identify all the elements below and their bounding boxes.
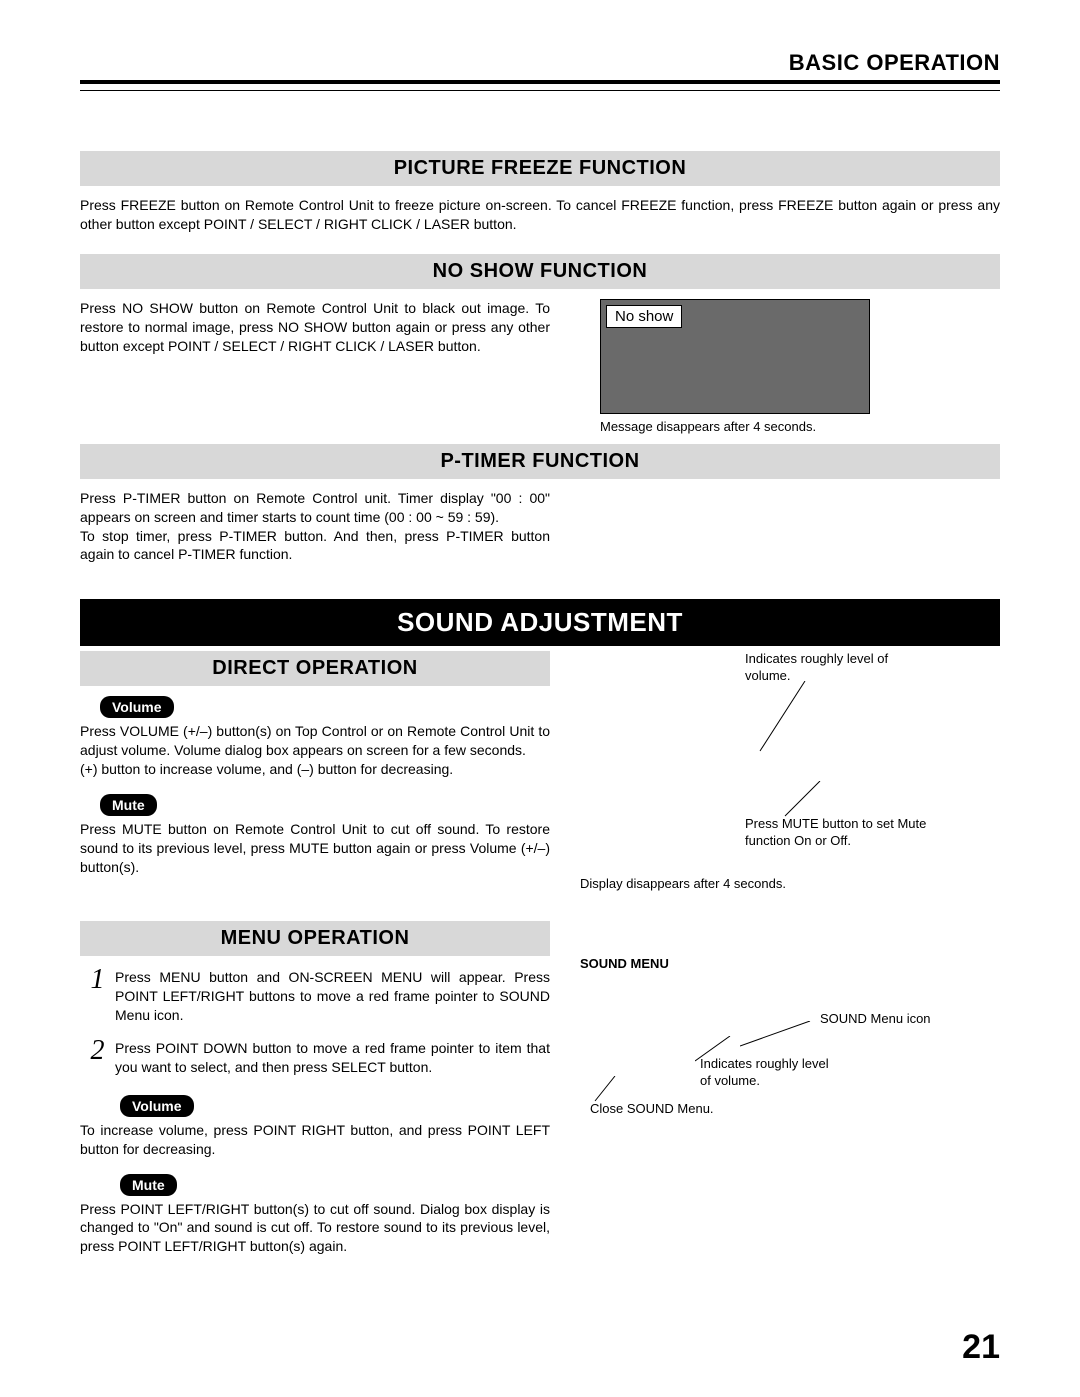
step-number: 1 (80, 966, 115, 994)
section-title-freeze: PICTURE FREEZE FUNCTION (80, 151, 1000, 186)
step2-text: Press POINT DOWN button to move a red fr… (115, 1037, 550, 1077)
direct-volume-text: Press VOLUME (+/–) button(s) on Top Cont… (80, 722, 550, 779)
page-number: 21 (962, 1328, 1000, 1367)
pointer-line-icon (740, 1021, 820, 1051)
volume-pill: Volume (100, 696, 174, 718)
step-row: 2 Press POINT DOWN button to move a red … (80, 1037, 550, 1077)
step1-text: Press MENU button and ON-SCREEN MENU wil… (115, 966, 550, 1025)
ptimer-text: Press P-TIMER button on Remote Control u… (80, 489, 550, 565)
noshow-preview-box: No show (600, 299, 870, 414)
sound-menu-title: SOUND MENU (580, 956, 669, 973)
pointer-line-icon (780, 781, 830, 821)
header-rule (80, 90, 1000, 91)
direct-mute-text: Press MUTE button on Remote Control Unit… (80, 820, 550, 877)
menu-volume-pill: Volume (120, 1095, 194, 1117)
step-number: 2 (80, 1037, 115, 1065)
noshow-label: No show (606, 305, 682, 328)
page-header: BASIC OPERATION (80, 50, 1000, 84)
step-row: 1 Press MENU button and ON-SCREEN MENU w… (80, 966, 550, 1025)
noshow-text: Press NO SHOW button on Remote Control U… (80, 299, 550, 356)
freeze-text: Press FREEZE button on Remote Control Un… (80, 196, 1000, 234)
annot-level-volume: Indicates roughly level of volume. (700, 1056, 840, 1090)
section-title-ptimer: P-TIMER FUNCTION (80, 444, 1000, 479)
pointer-line-icon (755, 681, 815, 761)
menu-op-title: MENU OPERATION (80, 921, 550, 956)
menu-mute-pill: Mute (120, 1174, 177, 1196)
direct-op-title: DIRECT OPERATION (80, 651, 550, 686)
annot-display-disappears: Display disappears after 4 seconds. (580, 876, 786, 893)
noshow-caption: Message disappears after 4 seconds. (600, 419, 1000, 434)
menu-volume-text: To increase volume, press POINT RIGHT bu… (80, 1121, 550, 1159)
sound-banner: SOUND ADJUSTMENT (80, 599, 1000, 646)
annot-volume-level: Indicates roughly level of volume. (745, 651, 925, 685)
mute-pill: Mute (100, 794, 157, 816)
annot-mute: Press MUTE button to set Mute function O… (745, 816, 945, 850)
annot-sound-menu-icon: SOUND Menu icon (820, 1011, 931, 1028)
annot-close-menu: Close SOUND Menu. (590, 1101, 714, 1118)
section-title-noshow: NO SHOW FUNCTION (80, 254, 1000, 289)
menu-mute-text: Press POINT LEFT/RIGHT button(s) to cut … (80, 1200, 550, 1257)
